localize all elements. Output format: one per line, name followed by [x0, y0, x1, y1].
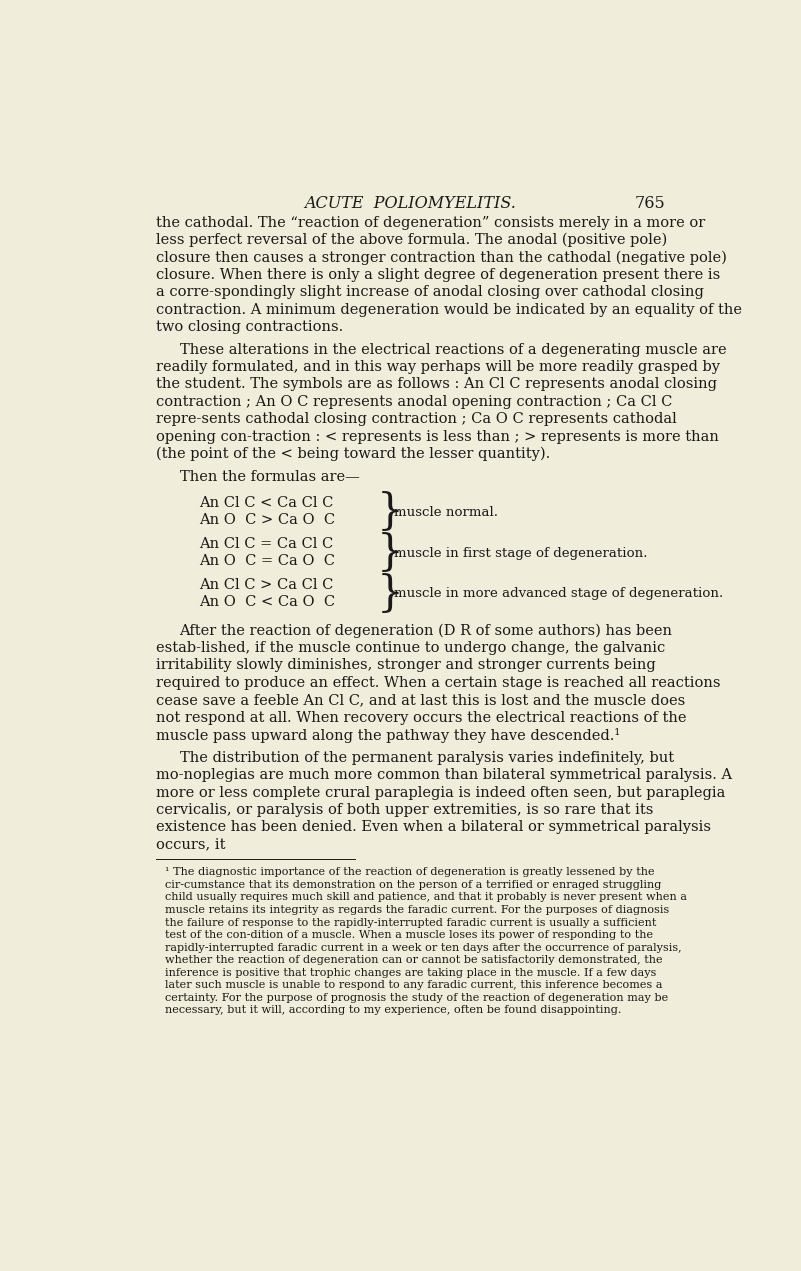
- Text: muscle pass upward along the pathway they have descended.¹: muscle pass upward along the pathway the…: [156, 728, 620, 744]
- Text: the failure of response to the rapidly-interrupted faradic current is usually a : the failure of response to the rapidly-i…: [165, 918, 657, 928]
- Text: Then the formulas are—: Then the formulas are—: [179, 470, 360, 484]
- Text: ¹ The diagnostic importance of the reaction of degeneration is greatly lessened : ¹ The diagnostic importance of the react…: [165, 867, 655, 877]
- Text: later such muscle is unable to respond to any faradic current, this inference be: later such muscle is unable to respond t…: [165, 980, 662, 990]
- Text: not respond at all. When recovery occurs the electrical reactions of the: not respond at all. When recovery occurs…: [156, 710, 686, 724]
- Text: An O  C < Ca O  C: An O C < Ca O C: [199, 595, 336, 609]
- Text: closure. When there is only a slight degree of degeneration present there is: closure. When there is only a slight deg…: [156, 268, 720, 282]
- Text: An O  C = Ca O  C: An O C = Ca O C: [199, 554, 336, 568]
- Text: The distribution of the permanent paralysis varies indefinitely, but: The distribution of the permanent paraly…: [179, 751, 674, 765]
- Text: muscle in first stage of degeneration.: muscle in first stage of degeneration.: [393, 547, 647, 559]
- Text: required to produce an effect. When a certain stage is reached all reactions: required to produce an effect. When a ce…: [156, 676, 720, 690]
- Text: rapidly-interrupted faradic current in a week or ten days after the occurrence o: rapidly-interrupted faradic current in a…: [165, 943, 682, 952]
- Text: contraction. A minimum degeneration would be indicated by an equality of the: contraction. A minimum degeneration woul…: [156, 302, 742, 316]
- Text: An Cl C < Ca Cl C: An Cl C < Ca Cl C: [199, 496, 334, 510]
- Text: readily formulated, and in this way perhaps will be more readily grasped by: readily formulated, and in this way perh…: [156, 360, 720, 374]
- Text: more or less complete crural paraplegia is indeed often seen, but paraplegia: more or less complete crural paraplegia …: [156, 785, 725, 799]
- Text: An Cl C = Ca Cl C: An Cl C = Ca Cl C: [199, 536, 334, 550]
- Text: certainty. For the purpose of prognosis the study of the reaction of degeneratio: certainty. For the purpose of prognosis …: [165, 993, 669, 1003]
- Text: cervicalis, or paralysis of both upper extremities, is so rare that its: cervicalis, or paralysis of both upper e…: [156, 803, 654, 817]
- Text: }: }: [376, 573, 403, 615]
- Text: An Cl C > Ca Cl C: An Cl C > Ca Cl C: [199, 577, 334, 591]
- Text: two closing contractions.: two closing contractions.: [156, 320, 343, 334]
- Text: cease save a feeble An Cl C, and at last this is lost and the muscle does: cease save a feeble An Cl C, and at last…: [156, 693, 685, 707]
- Text: test of the con-dition of a muscle. When a muscle loses its power of responding : test of the con-dition of a muscle. When…: [165, 930, 654, 941]
- Text: mo-noplegias are much more common than bilateral symmetrical paralysis. A: mo-noplegias are much more common than b…: [156, 768, 732, 782]
- Text: a corre-spondingly slight increase of anodal closing over cathodal closing: a corre-spondingly slight increase of an…: [156, 285, 704, 299]
- Text: occurs, it: occurs, it: [156, 838, 225, 852]
- Text: the cathodal. The “reaction of degeneration” consists merely in a more or: the cathodal. The “reaction of degenerat…: [156, 216, 705, 230]
- Text: existence has been denied. Even when a bilateral or symmetrical paralysis: existence has been denied. Even when a b…: [156, 820, 711, 834]
- Text: ACUTE  POLIOMYELITIS.: ACUTE POLIOMYELITIS.: [304, 194, 517, 212]
- Text: }: }: [376, 533, 403, 574]
- Text: An O  C > Ca O  C: An O C > Ca O C: [199, 513, 336, 527]
- Text: irritability slowly diminishes, stronger and stronger currents being: irritability slowly diminishes, stronger…: [156, 658, 656, 672]
- Text: the student. The symbols are as follows : An Cl C represents anodal closing: the student. The symbols are as follows …: [156, 377, 717, 391]
- Text: After the reaction of degeneration (D R of some authors) has been: After the reaction of degeneration (D R …: [179, 624, 673, 638]
- Text: repre-sents cathodal closing contraction ; Ca O C represents cathodal: repre-sents cathodal closing contraction…: [156, 412, 677, 426]
- Text: cir-cumstance that its demonstration on the person of a terrified or enraged str: cir-cumstance that its demonstration on …: [165, 880, 662, 890]
- Text: }: }: [376, 491, 403, 533]
- Text: opening con-traction : < represents is less than ; > represents is more than: opening con-traction : < represents is l…: [156, 430, 718, 444]
- Text: muscle normal.: muscle normal.: [393, 506, 497, 519]
- Text: whether the reaction of degeneration can or cannot be satisfactorily demonstrate: whether the reaction of degeneration can…: [165, 955, 663, 965]
- Text: muscle retains its integrity as regards the faradic current. For the purposes of: muscle retains its integrity as regards …: [165, 905, 670, 915]
- Text: These alterations in the electrical reactions of a degenerating muscle are: These alterations in the electrical reac…: [179, 343, 727, 357]
- Text: child usually requires much skill and patience, and that it probably is never pr: child usually requires much skill and pa…: [165, 892, 687, 902]
- Text: estab-lished, if the muscle continue to undergo change, the galvanic: estab-lished, if the muscle continue to …: [156, 641, 665, 655]
- Text: contraction ; An O C represents anodal opening contraction ; Ca Cl C: contraction ; An O C represents anodal o…: [156, 395, 672, 409]
- Text: closure then causes a stronger contraction than the cathodal (negative pole): closure then causes a stronger contracti…: [156, 250, 727, 264]
- Text: muscle in more advanced stage of degeneration.: muscle in more advanced stage of degener…: [393, 587, 723, 600]
- Text: (the point of the < being toward the lesser quantity).: (the point of the < being toward the les…: [156, 447, 550, 461]
- Text: inference is positive that trophic changes are taking place in the muscle. If a : inference is positive that trophic chang…: [165, 967, 657, 977]
- Text: 765: 765: [634, 194, 665, 212]
- Text: necessary, but it will, according to my experience, often be found disappointing: necessary, but it will, according to my …: [165, 1005, 622, 1016]
- Text: less perfect reversal of the above formula. The anodal (positive pole): less perfect reversal of the above formu…: [156, 233, 667, 248]
